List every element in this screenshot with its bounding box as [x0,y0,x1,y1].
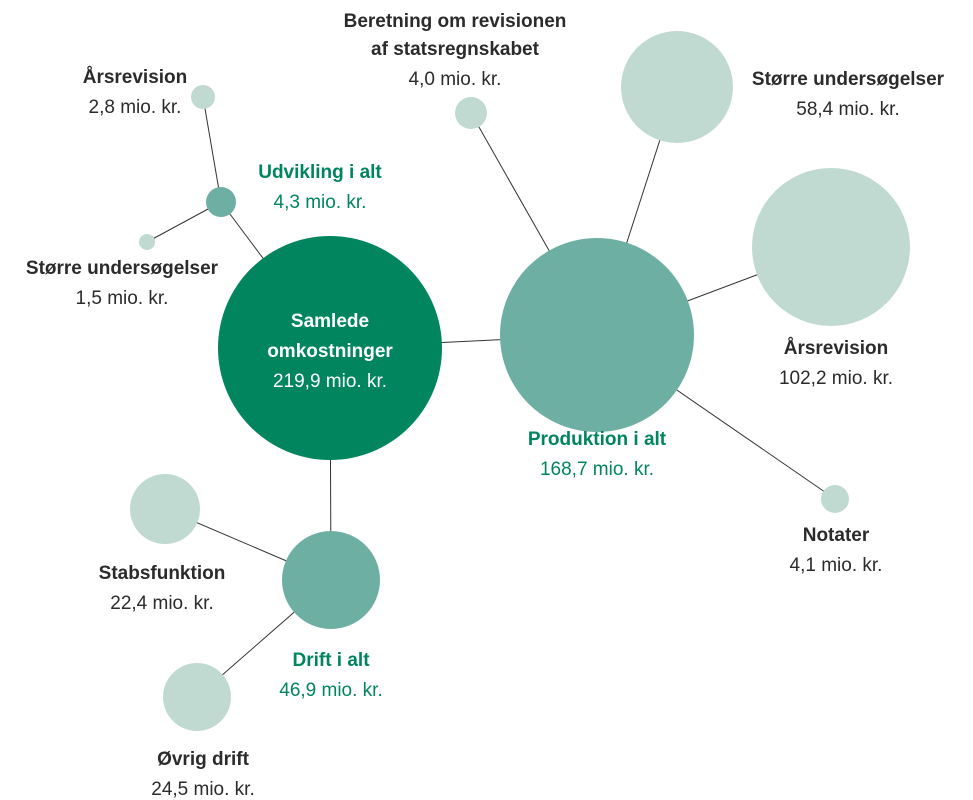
bubble [282,531,380,629]
bubble [500,238,694,432]
node-value: 46,9 mio. kr. [279,680,383,701]
node-value: 102,2 mio. kr. [779,368,893,389]
node-value: 219,9 mio. kr. [273,371,387,392]
node-value: 24,5 mio. kr. [151,779,255,800]
bubble [139,234,155,250]
node-label: Stabsfunktion [99,563,226,584]
node-label: Beretning om revisionen [344,11,567,32]
node-label: Større undersøgelser [752,69,945,90]
node-label: Drift i alt [292,650,370,671]
node-label: Samlede [291,311,369,332]
bubble [821,485,849,513]
bubble [191,85,215,109]
node-label: omkostninger [267,341,393,362]
bubble [752,168,910,326]
node-label: Årsrevision [83,67,188,88]
node-value: 1,5 mio. kr. [76,288,169,309]
node-label: Øvrig drift [157,749,250,770]
node-value: 58,4 mio. kr. [796,99,900,120]
bubble [621,31,733,143]
node-value: 22,4 mio. kr. [110,593,214,614]
node-label: Årsrevision [784,338,889,359]
node-label: Udvikling i alt [258,162,382,183]
node-value: 4,3 mio. kr. [274,192,367,213]
node-value: 2,8 mio. kr. [89,97,182,118]
bubble [130,474,200,544]
node-label: Større undersøgelser [26,258,219,279]
node-value: 4,0 mio. kr. [409,69,502,90]
node-label: af statsregnskabet [371,39,540,60]
bubble [206,187,236,217]
node-value: 168,7 mio. kr. [540,459,654,480]
bubble [455,97,487,129]
bubble [163,663,231,731]
connector [202,96,222,203]
node-label: Notater [803,525,870,546]
node-label: Produktion i alt [528,429,667,450]
bubble [218,236,442,460]
node-value: 4,1 mio. kr. [790,555,883,576]
